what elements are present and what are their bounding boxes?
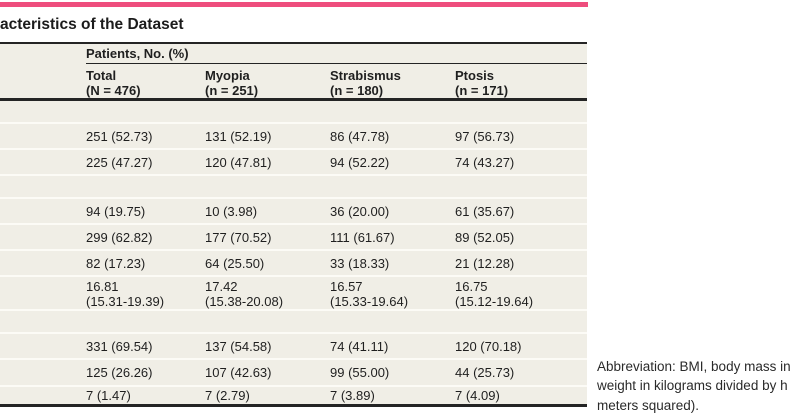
table-section-row — [0, 176, 587, 199]
spanner-header-row: Patients, No. (%) — [0, 44, 587, 64]
table-body: 251 (52.73) 131 (52.19) 86 (47.78) 97 (5… — [0, 101, 587, 404]
abbreviation-note-line: meters squared). — [597, 397, 700, 413]
table-cell: 64 (25.50) — [205, 255, 265, 271]
table-cell: 7 (2.79) — [205, 388, 250, 403]
column-header-total: Total (N = 476) — [86, 68, 141, 98]
table-title-fragment: acteristics of the Dataset — [0, 16, 184, 33]
table-cell: 111 (61.67) — [330, 229, 395, 245]
table-cell: 107 (42.63) — [205, 365, 272, 380]
table-top-rule — [0, 42, 587, 44]
table-cell: 16.57 (15.33-19.64) — [330, 279, 409, 309]
abbreviation-note: Abbreviation: BMI, body mass in weight i… — [597, 357, 791, 415]
table-cell: 33 (18.33) — [330, 255, 390, 271]
table-cell: 99 (55.00) — [330, 365, 390, 380]
table-row: 299 (62.82) 177 (70.52) 111 (61.67) 89 (… — [0, 225, 587, 251]
header-bottom-rule — [0, 98, 587, 101]
table-cell: 21 (12.28) — [455, 255, 515, 271]
table-cell: 86 (47.78) — [330, 128, 390, 144]
table-cell: 177 (70.52) — [205, 229, 272, 245]
abbreviation-note-line: weight in kilograms divided by h — [597, 378, 788, 394]
table-cell: 120 (47.81) — [205, 154, 272, 170]
table-cell: 74 (41.11) — [330, 338, 389, 354]
table-cell: 10 (3.98) — [205, 203, 258, 219]
table-row: 251 (52.73) 131 (52.19) 86 (47.78) 97 (5… — [0, 124, 587, 150]
table-row: 7 (1.47) 7 (2.79) 7 (3.89) 7 (4.09) — [0, 387, 587, 404]
table-row: 125 (26.26) 107 (42.63) 99 (55.00) 44 (2… — [0, 360, 587, 387]
abbreviation-note-line: Abbreviation: BMI, body mass in — [597, 359, 791, 374]
table-cell: 7 (4.09) — [455, 388, 500, 403]
column-header-ptosis: Ptosis (n = 171) — [455, 68, 509, 98]
table-cell: 36 (20.00) — [330, 203, 390, 219]
table-section-row — [0, 101, 587, 124]
spanner-header-label: Patients, No. (%) — [86, 46, 189, 61]
table-section-row — [0, 311, 587, 334]
table-cell: 7 (1.47) — [86, 388, 131, 403]
table-cell: 225 (47.27) — [86, 154, 153, 170]
table-cell: 94 (19.75) — [86, 203, 146, 219]
table-header: Patients, No. (%) Total (N = 476) Myopia… — [0, 44, 587, 98]
table-cell: 125 (26.26) — [86, 365, 153, 380]
table-cell: 251 (52.73) — [86, 128, 153, 144]
top-accent-rule — [0, 2, 588, 7]
table-cell: 16.75 (15.12-19.64) — [455, 279, 534, 309]
table-bottom-rule — [0, 404, 587, 407]
table-cell: 16.81 (15.31-19.39) — [86, 279, 165, 309]
table-row: 225 (47.27) 120 (47.81) 94 (52.22) 74 (4… — [0, 150, 587, 176]
table-cell: 131 (52.19) — [205, 128, 272, 144]
column-header-myopia: Myopia (n = 251) — [205, 68, 259, 98]
table-cell: 74 (43.27) — [455, 154, 515, 170]
table-cell: 331 (69.54) — [86, 338, 153, 354]
column-header-row: Total (N = 476) Myopia (n = 251) Strabis… — [0, 64, 587, 98]
table-cell: 94 (52.22) — [330, 154, 390, 170]
table-row: 82 (17.23) 64 (25.50) 33 (18.33) 21 (12.… — [0, 251, 587, 277]
table-cell: 7 (3.89) — [330, 388, 375, 403]
table-cell: 17.42 (15.38-20.08) — [205, 279, 284, 309]
column-header-strabismus: Strabismus (n = 180) — [330, 68, 401, 98]
table-cell: 89 (52.05) — [455, 229, 515, 245]
table-cell: 82 (17.23) — [86, 255, 146, 271]
table-cell: 97 (56.73) — [455, 128, 515, 144]
table-cell: 137 (54.58) — [205, 338, 272, 354]
table-row: 94 (19.75) 10 (3.98) 36 (20.00) 61 (35.6… — [0, 199, 587, 225]
table-row-bmi: 16.81 (15.31-19.39) 17.42 (15.38-20.08) … — [0, 277, 587, 311]
characteristics-table: Patients, No. (%) Total (N = 476) Myopia… — [0, 42, 587, 407]
table-cell: 120 (70.18) — [455, 338, 522, 354]
table-cell: 44 (25.73) — [455, 365, 515, 380]
table-cell: 61 (35.67) — [455, 203, 515, 219]
table-cell: 299 (62.82) — [86, 229, 153, 245]
table-row: 331 (69.54) 137 (54.58) 74 (41.11) 120 (… — [0, 334, 587, 360]
